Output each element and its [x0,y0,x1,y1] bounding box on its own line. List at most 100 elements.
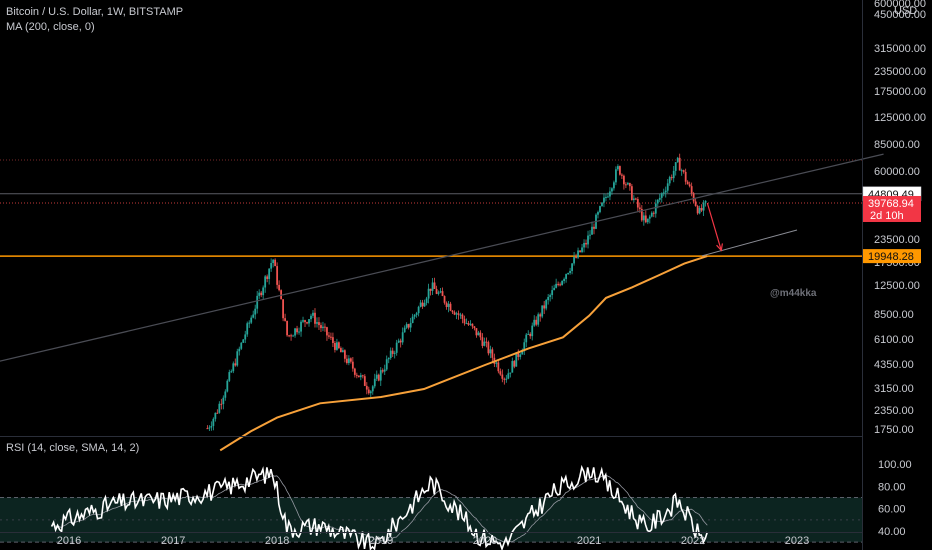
candle [511,357,514,373]
candle-body [523,342,526,352]
candle [611,187,613,195]
candle-body [300,321,302,332]
time-tick-label: 2023 [785,535,809,547]
candle [332,332,334,347]
support-tag-text: 19948.28 [868,251,914,263]
candle-body [563,278,566,281]
candle-body [648,216,651,219]
candle [334,341,336,353]
candle [419,299,422,308]
candle-body [391,350,394,354]
candle [395,339,398,356]
candle-body [704,200,707,203]
time-tick-label: 2016 [57,535,81,547]
candle-body [328,335,330,337]
price-tick-label: 8500.00 [874,309,914,321]
candle-body [459,314,462,316]
candle-body [443,296,446,303]
candle [433,277,436,290]
candle-body [483,341,486,346]
candle [230,369,233,373]
candle-body [302,320,304,322]
candle-body [682,170,685,172]
candle-body [393,352,396,354]
candle-body [431,282,434,291]
price-tick-label: 23500.00 [874,234,920,246]
candle-body [461,314,464,319]
candle-body [515,352,518,367]
candle [559,282,562,287]
candle-body [220,403,223,405]
trendlines-layer[interactable] [0,153,884,373]
candle-body [559,284,562,286]
candle-body [533,319,536,326]
candle-body [451,310,454,313]
candle [499,368,502,376]
candle-body [298,331,300,333]
candle-body [475,328,478,336]
candle [479,330,482,341]
candle-body [605,196,607,198]
candle-body [674,162,677,171]
candle [503,377,506,385]
candle [497,360,500,374]
candle-body [288,335,290,337]
candle-body [626,183,629,185]
price-tick-label: 1750.00 [874,424,914,436]
candle [302,316,304,324]
candle-body [694,201,697,206]
candle-body [487,342,490,354]
candle-body [282,299,285,319]
candle [565,273,568,283]
candle [461,313,464,324]
candle-body [587,235,589,245]
candle [391,347,394,357]
candle-body [272,259,275,264]
last-price-tag-text: 39768.94 [868,198,914,210]
candle [622,174,625,190]
candle [266,274,269,283]
candle-body [248,322,251,324]
candle-body [634,198,637,200]
indicator-label: MA (200, close, 0) [6,21,95,33]
candle [694,198,697,207]
candle [688,181,691,188]
candle [607,192,609,198]
candle-body [622,175,625,185]
candle-body [561,280,564,285]
candle-body [228,372,231,381]
candle-body [527,333,530,335]
candle-body [668,177,671,184]
candle [294,327,296,338]
candle [256,291,259,314]
candle-body [292,335,294,337]
candle [258,289,261,299]
candle-body [642,215,645,221]
candle [487,340,490,356]
candle-body [469,323,472,325]
candle-body [453,312,456,315]
candle-body [407,324,410,328]
candle-body [495,362,498,364]
candle-body [573,257,575,264]
candle [290,333,292,341]
candle [567,272,569,275]
candle-body [505,378,508,380]
candle [296,325,298,335]
ma-layer [219,255,708,452]
candle-body [471,323,474,327]
candle [527,330,530,335]
candle [339,346,342,353]
candle-body [465,323,468,325]
candle-body [589,234,591,236]
projection-arrow-head [716,243,723,252]
candle [401,327,404,345]
candle-body [226,380,229,392]
price-tick-label: 600000.00 [874,0,926,10]
candle [399,338,402,348]
price-tick-label: 125000.00 [874,112,926,124]
candles-layer[interactable] [206,153,707,432]
candle [238,346,241,356]
candle [276,262,279,289]
